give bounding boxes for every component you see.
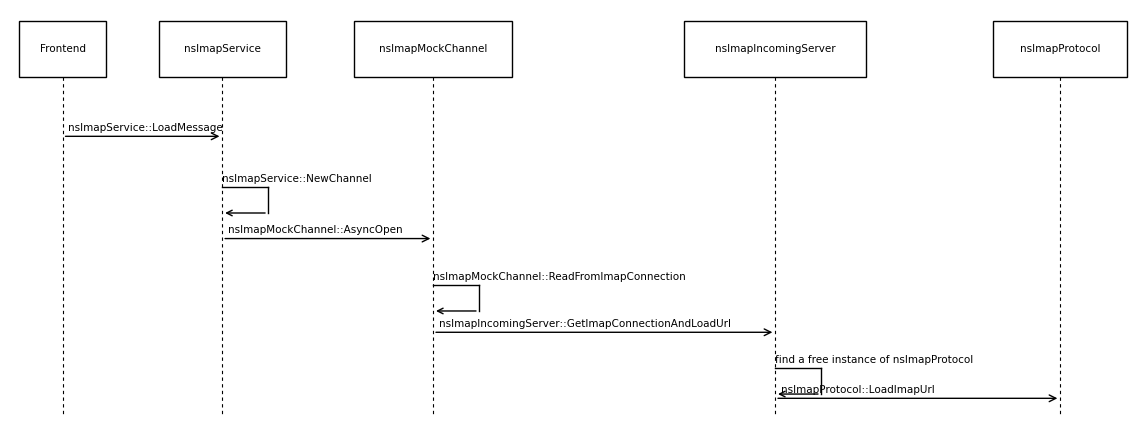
Text: nsImapIncomingServer::GetImapConnectionAndLoadUrl: nsImapIncomingServer::GetImapConnectionA… — [439, 319, 731, 329]
Text: nsImapService::LoadMessage: nsImapService::LoadMessage — [68, 123, 223, 133]
Text: nsImapIncomingServer: nsImapIncomingServer — [715, 44, 836, 54]
Text: nsImapMockChannel::ReadFromImapConnection: nsImapMockChannel::ReadFromImapConnectio… — [433, 272, 686, 282]
Text: Frontend: Frontend — [40, 44, 86, 54]
Text: nsImapMockChannel: nsImapMockChannel — [378, 44, 488, 54]
Text: nsImapMockChannel::AsyncOpen: nsImapMockChannel::AsyncOpen — [228, 225, 402, 235]
Text: nsImapProtocol: nsImapProtocol — [1020, 44, 1100, 54]
Bar — [684, 21, 866, 77]
Bar — [353, 21, 512, 77]
Text: nsImapService::NewChannel: nsImapService::NewChannel — [222, 174, 372, 184]
Bar — [19, 21, 106, 77]
Bar — [993, 21, 1127, 77]
Text: nsImapProtocol::LoadImapUrl: nsImapProtocol::LoadImapUrl — [781, 385, 935, 395]
Bar — [160, 21, 285, 77]
Text: nsImapService: nsImapService — [184, 44, 261, 54]
Text: find a free instance of nsImapProtocol: find a free instance of nsImapProtocol — [775, 355, 974, 365]
